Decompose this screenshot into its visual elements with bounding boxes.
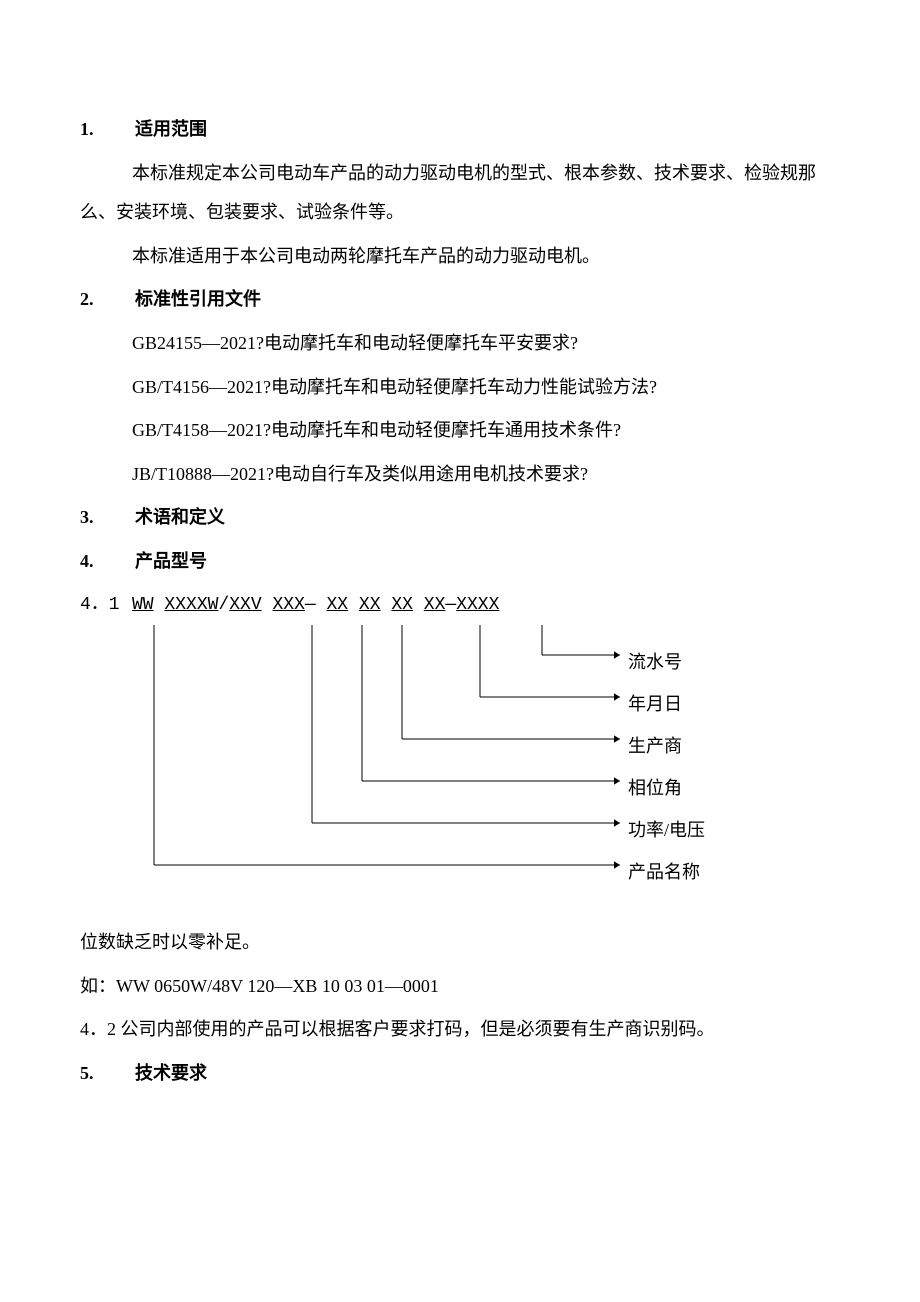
section-3-heading: 3.术语和定义 (80, 498, 840, 538)
model-sep2: — (305, 595, 316, 615)
diagram-label-3: 生产商 (628, 727, 682, 767)
section-4-heading: 4.产品型号 (80, 542, 840, 582)
section-3-num: 3. (80, 498, 135, 538)
section-4-title: 产品型号 (135, 551, 207, 571)
ref-2: GB/T4156—2021?电动摩托车和电动轻便摩托车动力性能试验方法? (80, 368, 840, 408)
model-p4: XXX (272, 595, 304, 615)
ref-3: GB/T4158—2021?电动摩托车和电动轻便摩托车通用技术条件? (80, 411, 840, 451)
note-3: 4．2 公司内部使用的产品可以根据客户要求打码，但是必须要有生产商识别码。 (80, 1010, 840, 1050)
model-p8: XX (424, 595, 446, 615)
diagram-label-2: 年月日 (628, 685, 682, 725)
model-sep3: — (445, 595, 456, 615)
section-1-para-1: 本标准规定本公司电动车产品的动力驱动电机的型式、根本参数、技术要求、检验规那么、… (80, 154, 840, 233)
section-2-title: 标准性引用文件 (135, 289, 261, 309)
diagram-label-4: 相位角 (628, 769, 682, 809)
model-p2: XXXXW (164, 595, 218, 615)
diagram-label-5: 功率/电压 (628, 811, 705, 851)
model-prefix: 4．1 (80, 586, 132, 626)
model-p6: XX (359, 595, 381, 615)
model-p1: WW (132, 595, 154, 615)
section-2-num: 2. (80, 280, 135, 320)
note-2: 如：WW 0650W/48V 120—XB 10 03 01—0001 (80, 967, 840, 1007)
section-1-title: 适用范围 (135, 119, 207, 139)
ref-1: GB24155—2021?电动摩托车和电动轻便摩托车平安要求? (80, 324, 840, 364)
section-4-num: 4. (80, 542, 135, 582)
diagram-svg (80, 625, 840, 915)
model-sep1: / (218, 595, 229, 615)
model-p3: XXV (229, 595, 261, 615)
section-3-title: 术语和定义 (135, 507, 225, 527)
note-1: 位数缺乏时以零补足。 (80, 923, 840, 963)
ref-4: JB/T10888—2021?电动自行车及类似用途用电机技术要求? (80, 455, 840, 495)
model-p5: XX (327, 595, 349, 615)
section-5-title: 技术要求 (135, 1063, 207, 1083)
model-p7: XX (391, 595, 413, 615)
section-5-heading: 5.技术要求 (80, 1054, 840, 1094)
model-p9: XXXX (456, 595, 499, 615)
diagram-label-1: 流水号 (628, 643, 682, 683)
section-2-heading: 2.标准性引用文件 (80, 280, 840, 320)
section-5-num: 5. (80, 1054, 135, 1094)
model-code-line: 4．1WW XXXXW/XXV XXX— XX XX XX XX—XXXX (80, 586, 840, 626)
section-1-heading: 1.适用范围 (80, 110, 840, 150)
section-1-para-2: 本标准适用于本公司电动两轮摩托车产品的动力驱动电机。 (80, 237, 840, 277)
model-diagram: 流水号 年月日 生产商 相位角 功率/电压 产品名称 (80, 625, 840, 915)
diagram-label-6: 产品名称 (628, 853, 700, 893)
section-1-num: 1. (80, 110, 135, 150)
